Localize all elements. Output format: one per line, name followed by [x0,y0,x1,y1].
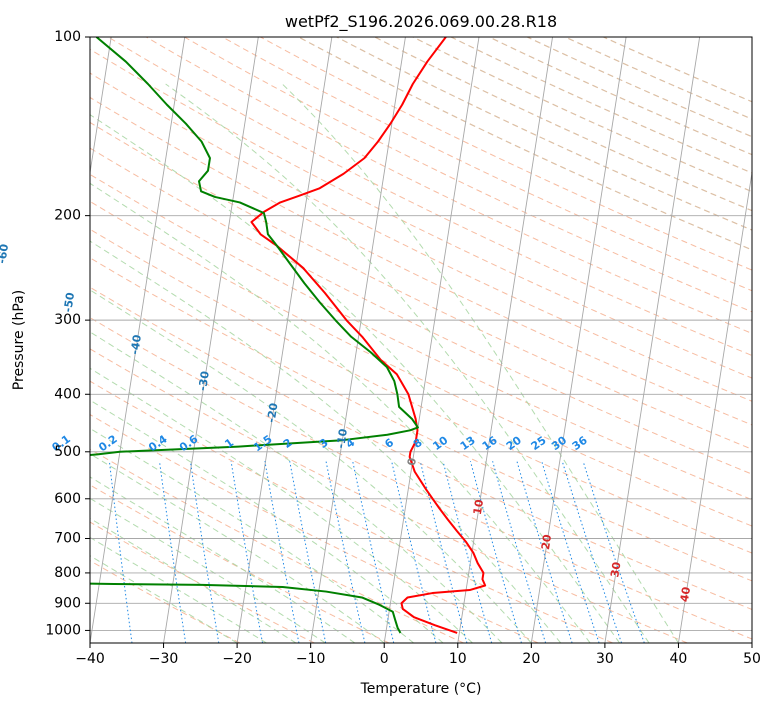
y-tick-label: 600 [54,491,81,507]
isotherm-line [236,37,333,643]
y-tick-label: 1000 [45,622,81,638]
plot-frame [89,36,753,644]
mixing-ratio-line [230,461,264,643]
y-tick-label: 500 [54,444,81,460]
x-tick-label: −20 [222,651,252,667]
moist-adiabat-line [90,114,621,643]
isotherm-line [163,37,259,643]
isotherm-line [677,169,752,643]
isotherm-line [310,37,406,643]
mixing-ratio-line [582,461,645,643]
dry-adiabat-line [222,37,752,292]
moist-adiabat-line [90,240,562,643]
temperature-isotherm-label: 20 [539,533,554,550]
dry-adiabat-line [90,228,752,554]
y-axis: 100 200 300 400 500 600 700 800 900 1000 [45,29,90,638]
moist-adiabat-line [90,289,532,643]
mixing-ratio-line [158,461,187,643]
isotherm-label: -50 [61,291,77,313]
mixing-ratio-line [289,461,327,643]
isotherm-label: -20 [265,402,281,424]
y-tick-label: 100 [54,29,81,45]
isotherm-line [457,37,553,643]
mixing-ratio-line [469,461,522,643]
dry-adiabat-line [90,200,752,527]
dry-adiabat-line [90,484,390,643]
x-tick-label: 30 [596,651,614,667]
background-lines [90,37,752,643]
x-tick-label: −10 [296,651,326,667]
isotherm-line [90,37,112,176]
dry-adiabat-line [145,37,752,334]
x-tick-label: 40 [670,651,688,667]
dry-adiabat-line [90,317,752,640]
dry-adiabat-line [90,121,752,450]
dry-adiabat-line [90,380,613,643]
dry-adiabat-line [90,521,315,643]
mixing-ratio-line [189,461,220,643]
dry-adiabat-line [90,72,752,402]
dry-adiabat-line [374,37,752,212]
temperature-isotherm-label: 0 [405,457,419,467]
y-axis-label: Pressure (hPa) [11,290,27,390]
isotherm-label: -40 [128,333,144,355]
mixing-ratio-line [352,461,395,643]
dry-adiabat-line [107,37,752,357]
dry-adiabat-line [90,257,752,582]
dry-adiabat-line [450,37,752,174]
mixing-ratio-line [561,461,623,643]
isotherm-label: -60 [0,243,11,265]
isotherm-label: -10 [334,427,350,449]
x-axis-label: Temperature (°C) [360,681,482,697]
profile-lines [90,37,487,634]
isotherm-line [604,37,701,643]
y-tick-label: 200 [54,208,81,224]
x-tick-label: 50 [743,651,761,667]
y-tick-label: 300 [54,312,81,328]
isotherm-line [530,37,627,643]
moist-adiabat-line [90,367,473,643]
moist-adiabat-line [90,555,238,643]
x-tick-label: −40 [75,651,105,667]
y-tick-label: 400 [54,386,81,402]
dry-adiabat-line [90,96,752,426]
moist-adiabat-line [90,476,356,643]
mixing-ratio-line [442,461,493,643]
moist-adiabat-line [90,182,591,643]
y-tick-label: 700 [54,531,81,547]
moist-adiabat-line [165,83,650,643]
dry-adiabat-line [184,37,752,313]
x-axis: −40 −30 −20 −10 0 10 20 30 40 50 [75,643,761,667]
x-tick-label: 20 [522,651,540,667]
dry-adiabat-line [298,37,752,251]
dry-adiabat-line [90,286,752,611]
dry-adiabat-line [90,348,688,643]
moist-adiabat-line [90,399,444,643]
dry-adiabat-line [488,37,752,156]
x-tick-label: 10 [449,651,467,667]
temperature-isotherm-label: 10 [471,498,486,515]
dewpoint-profile-line [90,37,419,634]
dry-adiabat-line [90,173,752,501]
y-tick-label: 800 [54,565,81,581]
mixing-ratio-line [391,461,437,643]
temperature-isotherm-label: 30 [608,561,623,578]
dry-adiabat-line [412,37,752,193]
dry-adiabat-line [336,37,752,231]
mixing-ratio-line [325,461,366,643]
mixing-ratio-line [264,461,300,643]
isotherm-line [90,37,186,643]
isotherm-line [383,37,480,643]
dry-adiabat-line [90,48,752,379]
chart-title: wetPf2_S196.2026.069.00.28.R18 [285,12,557,32]
x-tick-label: −30 [149,651,179,667]
temperature-isotherm-label: 40 [678,586,693,603]
y-tick-label: 900 [54,595,81,611]
x-tick-label: 0 [380,651,389,667]
isotherm-label: -30 [196,370,212,392]
mixing-ratio-line [108,461,133,643]
moist-adiabat-line [90,453,385,643]
dry-adiabat-line [260,37,752,271]
